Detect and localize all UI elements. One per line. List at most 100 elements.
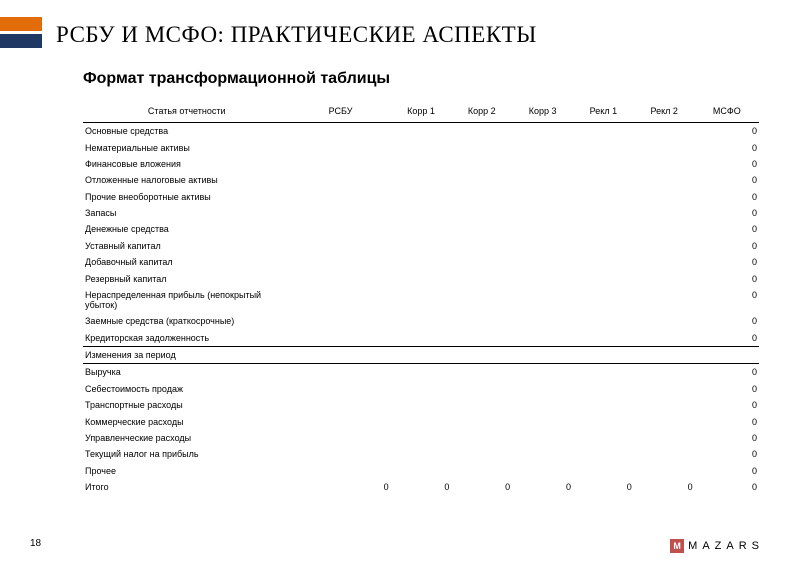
row-label: Уставный капитал [83,238,290,254]
row-value [290,254,390,270]
row-value: 0 [695,397,759,413]
col-header-rsbu: РСБУ [290,100,390,123]
row-value [451,346,512,363]
row-value [634,413,695,429]
row-value [391,446,452,462]
row-value [391,463,452,479]
row-value: 0 [695,172,759,188]
row-value [573,364,634,381]
row-value [391,381,452,397]
row-value [634,221,695,237]
col-header-item: Статья отчетности [83,100,290,123]
accent-bar-orange [0,17,42,31]
row-label: Основные средства [83,123,290,140]
row-value [391,254,452,270]
row-value [634,330,695,347]
row-value [573,254,634,270]
row-value: 0 [695,430,759,446]
row-value [512,463,573,479]
table-row: Кредиторская задолженность0 [83,330,759,347]
totals-value: 0 [451,479,512,495]
row-value: 0 [695,139,759,155]
row-value: 0 [695,189,759,205]
page-number: 18 [30,538,41,549]
row-value [634,270,695,286]
totals-label: Итого [83,479,290,495]
row-value [512,238,573,254]
row-value [451,189,512,205]
row-value [634,397,695,413]
row-value [290,413,390,429]
row-value [573,287,634,313]
table-row: Добавочный капитал0 [83,254,759,270]
row-value [512,381,573,397]
page-subtitle: Формат трансформационной таблицы [83,70,390,88]
row-value: 0 [695,413,759,429]
row-value [451,364,512,381]
row-label: Запасы [83,205,290,221]
table-row: Нераспределенная прибыль (непокрытый убы… [83,287,759,313]
row-value [451,156,512,172]
totals-value: 0 [512,479,573,495]
row-value [391,156,452,172]
row-value: 0 [695,221,759,237]
row-label: Нематериальные активы [83,139,290,155]
row-value [573,413,634,429]
row-value [290,205,390,221]
row-value [512,123,573,140]
row-value [451,205,512,221]
row-value [391,221,452,237]
row-value [573,313,634,329]
row-value [451,313,512,329]
row-value [634,189,695,205]
row-value [573,446,634,462]
row-label: Заемные средства (краткосрочные) [83,313,290,329]
row-value [512,205,573,221]
row-value [573,397,634,413]
row-value [512,313,573,329]
row-label: Коммерческие расходы [83,413,290,429]
totals-value: 0 [290,479,390,495]
row-value [290,313,390,329]
row-label: Резервный капитал [83,270,290,286]
row-label: Себестоимость продаж [83,381,290,397]
row-label: Транспортные расходы [83,397,290,413]
row-value [573,156,634,172]
table-row: Отложенные налоговые активы0 [83,172,759,188]
row-value [290,172,390,188]
row-value [573,205,634,221]
row-value [451,413,512,429]
row-value [391,287,452,313]
row-value [290,346,390,363]
row-value [391,313,452,329]
row-value: 0 [695,270,759,286]
row-label: Финансовые вложения [83,156,290,172]
row-value: 0 [695,381,759,397]
logo-text: MAZARS [688,540,764,552]
mazars-logo: M MAZARS [670,539,764,553]
row-value [634,430,695,446]
row-value [573,221,634,237]
table-row: Себестоимость продаж 0 [83,381,759,397]
row-value: 0 [695,156,759,172]
row-value [573,346,634,363]
row-value [391,430,452,446]
row-value [451,430,512,446]
row-value [573,238,634,254]
table-row: Резервный капитал 0 [83,270,759,286]
row-value [451,287,512,313]
row-value [451,172,512,188]
row-value [512,172,573,188]
row-value [290,446,390,462]
row-label: Добавочный капитал [83,254,290,270]
row-value [391,413,452,429]
table-row: Транспортные расходы 0 [83,397,759,413]
row-value: 0 [695,330,759,347]
row-value [451,446,512,462]
col-header-korr2: Корр 2 [451,100,512,123]
row-value: 0 [695,123,759,140]
row-value [512,254,573,270]
row-value [573,430,634,446]
row-value [451,381,512,397]
row-value [290,364,390,381]
